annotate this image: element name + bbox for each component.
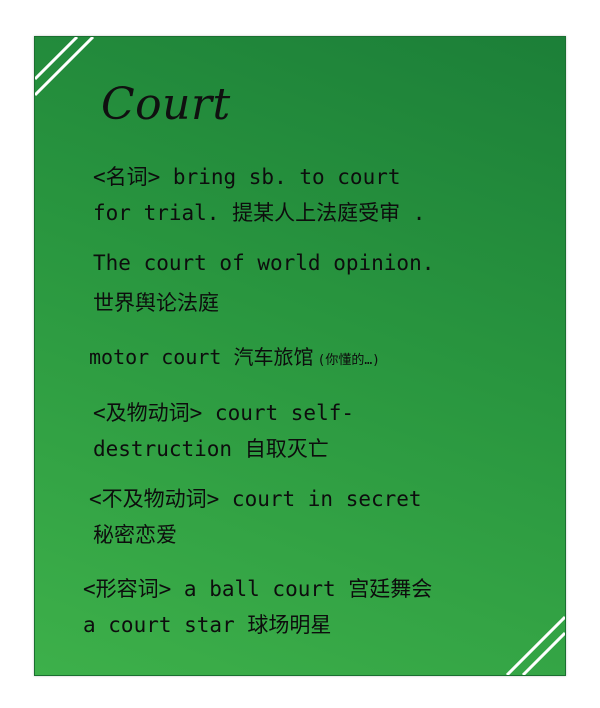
corner-stripes-bottom-right: [505, 615, 565, 675]
motor-court-note: (你懂的…): [317, 353, 380, 368]
card-title: Court: [101, 79, 231, 130]
example-line-2: 世界舆论法庭: [93, 291, 219, 315]
adjective-line-1: <形容词> a ball court 宫廷舞会: [83, 577, 433, 601]
example-line-1: The court of world opinion.: [93, 251, 435, 275]
intransitive-verb-line-1: <不及物动词> court in secret: [89, 487, 422, 511]
definition-card: Court <名词> bring sb. to court for trial.…: [34, 36, 566, 676]
adjective-line-2: a court star 球场明星: [83, 613, 332, 637]
transitive-verb-line-2: destruction 自取灭亡: [93, 437, 329, 461]
noun-definition-line-2: for trial. 提某人上法庭受审 .: [93, 201, 426, 225]
corner-stripes-top-left: [35, 37, 95, 97]
transitive-verb-line-1: <及物动词> court self-: [93, 401, 355, 425]
noun-definition-line-1: <名词> bring sb. to court: [93, 165, 401, 189]
intransitive-verb-line-2: 秘密恋爱: [93, 523, 177, 547]
motor-court-line: motor court 汽车旅馆 (你懂的…): [89, 341, 380, 370]
motor-court-text: motor court 汽车旅馆: [89, 345, 314, 369]
